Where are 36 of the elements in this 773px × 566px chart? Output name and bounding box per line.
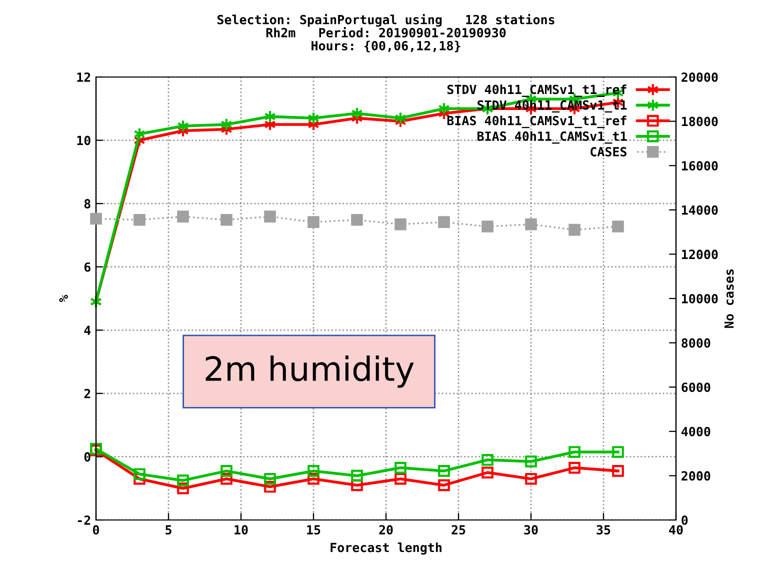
y-tick-label: -2 <box>78 515 90 525</box>
y2-tick-label: 0 <box>682 515 688 525</box>
y2-tick-label: 4000 <box>681 426 710 436</box>
y-tick-label: 6 <box>84 262 90 272</box>
chart-title: Selection: SpainPortugal using 128 stations Rh2m Period: 20190901-20190930 Hours: {00,06,12,18} <box>217 14 554 52</box>
y-tick-label: 10 <box>77 136 90 146</box>
x-tick-label: 0 <box>92 525 100 535</box>
y-tick-label: 2 <box>84 388 90 398</box>
x-tick-label: 35 <box>596 525 610 535</box>
x-tick-label: 40 <box>669 525 683 535</box>
y2-tick-label: 12000 <box>682 250 718 260</box>
x-axis-title: Forecast length <box>330 542 442 555</box>
y2-tick-label: 6000 <box>682 382 710 392</box>
legend-label: BIAS 40h11_CAMSv1_t1 <box>478 131 627 144</box>
y2-tick-label: 16000 <box>682 161 718 171</box>
y2-tick-label: 10000 <box>682 294 718 304</box>
legend-label: BIAS 40h11_CAMSv1_t1_ref <box>447 116 626 128</box>
y2-tick-label: 20000 <box>682 72 718 82</box>
y2-tick-label: 14000 <box>682 205 718 215</box>
y2-tick-label: 8000 <box>682 338 710 348</box>
y2-axis-title: No cases <box>724 269 734 328</box>
y2-tick-label: 2000 <box>682 471 710 481</box>
y2-tick-label: 18000 <box>682 116 718 126</box>
y-tick-label: 0 <box>84 452 90 462</box>
x-tick-label: 5 <box>166 525 172 535</box>
x-tick-label: 10 <box>234 525 248 535</box>
y-axis-title: % <box>59 294 68 302</box>
y-tick-label: 8 <box>84 199 90 208</box>
legend-label: CASES <box>590 147 626 156</box>
y-tick-label: 4 <box>84 326 91 335</box>
x-tick-label: 30 <box>524 525 538 535</box>
y-tick-label: 12 <box>77 72 90 82</box>
x-tick-label: 20 <box>379 525 393 535</box>
annotation: 2m humidity <box>206 355 414 388</box>
x-tick-label: 25 <box>452 525 466 535</box>
x-tick-label: 15 <box>307 525 320 535</box>
